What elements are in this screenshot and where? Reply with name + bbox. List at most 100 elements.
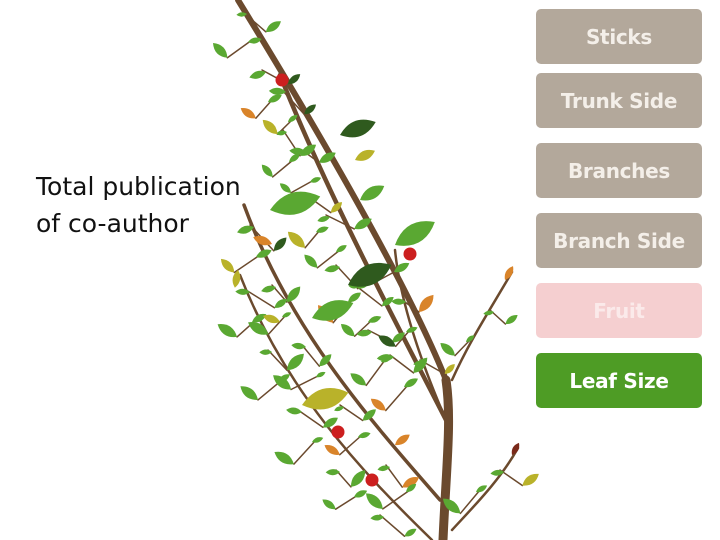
twig — [459, 489, 481, 515]
caption: Total publication of co-author — [36, 168, 296, 242]
leaf — [490, 469, 504, 476]
leaf — [336, 245, 347, 253]
leaf — [483, 310, 494, 316]
leaf — [232, 270, 241, 288]
twig — [297, 409, 324, 429]
leaf — [322, 499, 336, 510]
fruit-button[interactable]: Fruit — [536, 283, 702, 338]
leaf — [511, 442, 520, 455]
twig — [290, 179, 315, 194]
leaf — [289, 153, 301, 163]
trunk-side-button[interactable]: Trunk Side — [536, 73, 702, 128]
leaf — [286, 353, 304, 371]
twig — [233, 254, 261, 274]
trunk — [438, 375, 454, 540]
leaf — [504, 266, 514, 280]
leaf — [275, 130, 287, 136]
leaf — [289, 147, 306, 155]
leaf — [350, 470, 366, 487]
leaf — [378, 335, 396, 347]
leaf — [442, 498, 461, 514]
twig — [334, 494, 359, 510]
twig — [385, 464, 404, 488]
leaf — [391, 298, 406, 305]
leaf — [288, 74, 301, 85]
leaf — [268, 87, 286, 96]
leaf — [505, 314, 518, 325]
twig — [499, 469, 524, 487]
leaf — [273, 375, 292, 390]
leaf — [240, 107, 256, 119]
twig — [290, 374, 321, 391]
leaf — [286, 407, 302, 415]
tree-leaves — [213, 12, 539, 537]
twig — [267, 314, 287, 336]
leaf — [302, 388, 349, 410]
fruit — [403, 247, 417, 261]
leaf — [370, 398, 386, 411]
leaf — [265, 21, 281, 32]
leaf — [334, 406, 344, 412]
twig — [267, 349, 288, 371]
leaf — [273, 237, 287, 251]
leaf — [348, 292, 361, 303]
leaf — [413, 360, 424, 366]
leaf — [355, 149, 375, 161]
twig — [384, 384, 409, 412]
leaf — [235, 288, 250, 295]
branch-side-button[interactable]: Branch Side — [536, 213, 702, 268]
tree-fruits — [275, 73, 417, 487]
leaf — [354, 218, 372, 230]
twig — [293, 439, 317, 465]
twig — [394, 329, 411, 348]
twig — [382, 489, 411, 510]
leaf — [360, 185, 385, 201]
leaf — [310, 177, 322, 183]
twig — [339, 434, 363, 456]
leaf-size-button[interactable]: Leaf Size — [536, 353, 702, 408]
leaf — [316, 371, 326, 378]
leaf — [522, 473, 539, 486]
leaf — [286, 286, 301, 303]
leaf — [444, 364, 455, 375]
sticks-button[interactable]: Sticks — [536, 9, 702, 64]
leaf — [220, 258, 235, 273]
leaf — [419, 294, 434, 313]
twig — [301, 344, 321, 367]
leaf — [240, 386, 258, 400]
branch-inner — [277, 72, 449, 423]
leaf — [340, 323, 355, 337]
leaf — [278, 374, 291, 383]
branches-button[interactable]: Branches — [536, 143, 702, 198]
twig — [379, 514, 406, 538]
twig — [365, 359, 386, 387]
leaf — [291, 342, 306, 350]
main-branch — [235, 0, 449, 383]
leaf — [312, 437, 324, 443]
leaf — [274, 451, 294, 465]
leaf — [304, 254, 318, 268]
leaf — [248, 37, 262, 44]
leaf — [381, 297, 394, 306]
leaf — [261, 285, 276, 293]
leaf — [376, 354, 394, 362]
leaf — [440, 343, 455, 356]
leaf — [330, 202, 343, 213]
leaf — [312, 300, 354, 321]
leaf — [324, 265, 340, 273]
leaf — [282, 312, 292, 318]
leaf — [362, 409, 376, 421]
leaf — [316, 226, 329, 233]
leaf — [358, 432, 371, 439]
leaf — [466, 335, 475, 343]
leaf — [263, 314, 280, 324]
leaf — [325, 469, 340, 476]
leaf — [304, 104, 317, 115]
leaf — [274, 299, 288, 308]
leaf — [248, 322, 269, 335]
twig — [454, 339, 471, 357]
leaf — [236, 12, 247, 17]
leaf — [356, 329, 372, 337]
leaf — [253, 235, 272, 246]
